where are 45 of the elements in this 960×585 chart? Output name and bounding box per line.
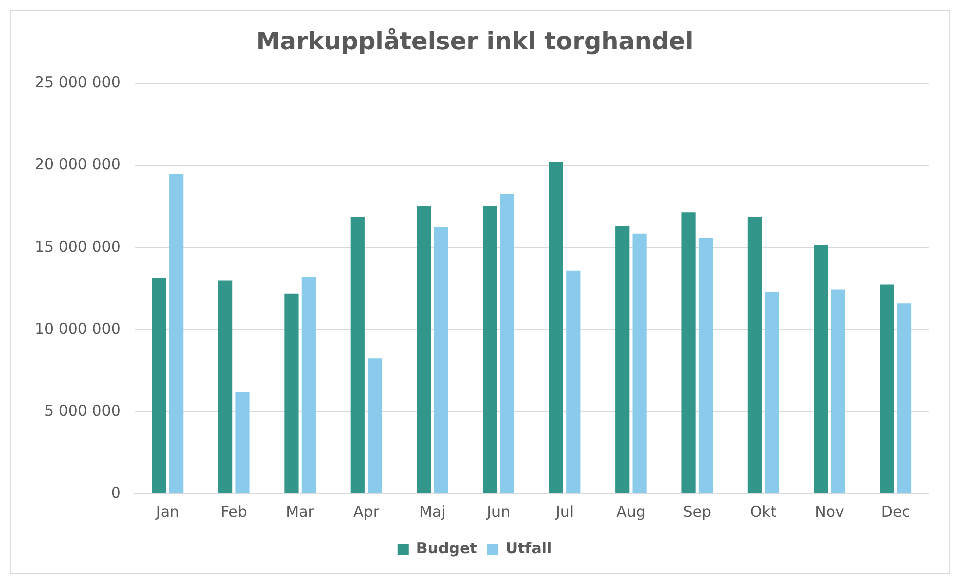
x-tick-label: Dec — [881, 502, 910, 521]
legend-label: Utfall — [506, 539, 552, 558]
y-tick-label: 25 000 000 — [34, 74, 121, 92]
y-tick-label: 20 000 000 — [34, 156, 121, 174]
x-tick-label: Feb — [220, 502, 248, 521]
bar — [814, 245, 828, 494]
bar — [218, 280, 233, 494]
bar — [417, 206, 432, 494]
bar — [698, 238, 714, 494]
bar — [284, 294, 299, 494]
bar — [350, 218, 365, 494]
bar — [302, 277, 316, 494]
chart-title: Markupplåtelser inkl torghandel — [256, 28, 694, 56]
bar — [549, 162, 564, 494]
x-tick-label: Jun — [486, 502, 511, 521]
y-tick-label: 5 000 000 — [44, 402, 121, 420]
bar — [682, 212, 696, 494]
bar — [170, 174, 184, 494]
bar — [483, 206, 498, 494]
bar — [765, 292, 780, 494]
x-tick-label: Aug — [616, 502, 646, 521]
x-tick-label: Jul — [554, 502, 574, 521]
bar — [152, 278, 166, 494]
y-tick-label: 10 000 000 — [34, 320, 121, 338]
bar — [434, 227, 448, 494]
y-tick-label: 0 — [111, 484, 121, 502]
bar — [616, 226, 630, 494]
x-tick-label: Jan — [155, 502, 180, 521]
bar — [566, 270, 581, 494]
x-tick-label: Sep — [683, 502, 712, 521]
bar — [500, 194, 515, 494]
bar — [880, 284, 894, 494]
bar — [368, 358, 382, 494]
x-tick-label: Nov — [815, 502, 844, 521]
x-tick-label: Apr — [354, 502, 380, 521]
bar — [236, 392, 250, 494]
x-tick-label: Mar — [286, 502, 316, 521]
bar — [897, 304, 912, 494]
x-tick-label: Maj — [420, 502, 446, 521]
x-tick-label: Okt — [750, 502, 777, 521]
bar — [748, 218, 762, 494]
y-tick-label: 15 000 000 — [34, 238, 121, 256]
bar — [632, 234, 647, 494]
bar — [831, 290, 846, 494]
legend-label: Budget — [416, 539, 478, 558]
